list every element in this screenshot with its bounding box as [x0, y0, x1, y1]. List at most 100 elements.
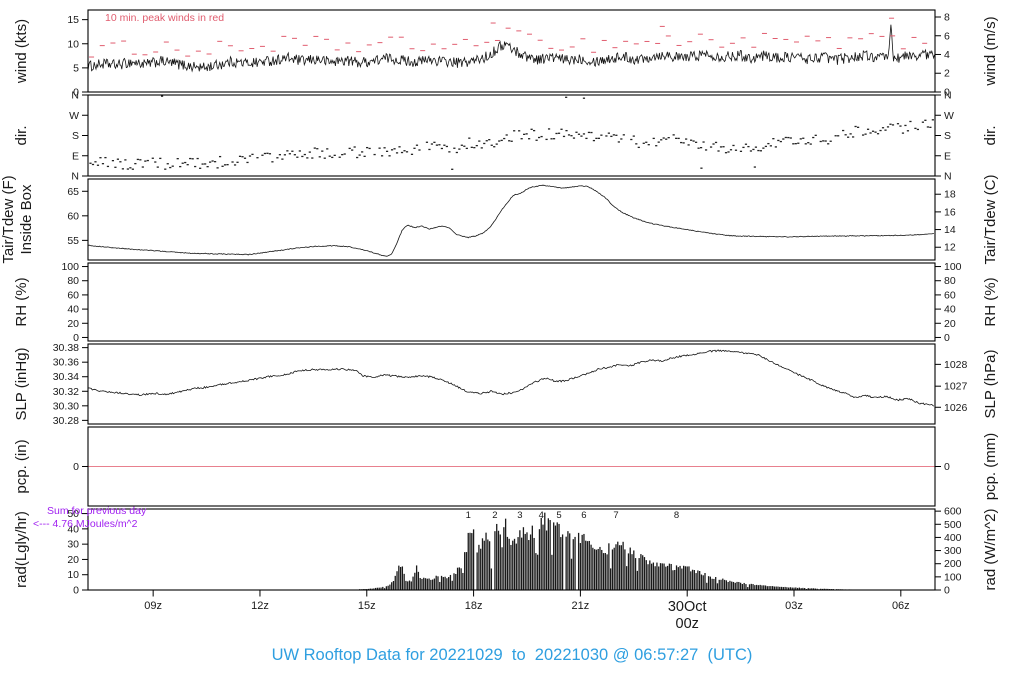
svg-text:1027: 1027	[944, 381, 968, 393]
svg-text:300: 300	[944, 545, 962, 557]
svg-text:3: 3	[517, 510, 522, 521]
svg-text:1: 1	[466, 510, 471, 521]
tair	[87, 184, 934, 257]
axis-title-right-rh: RH (%)	[982, 277, 999, 326]
svg-text:0: 0	[73, 332, 79, 344]
svg-text:200: 200	[944, 558, 962, 570]
svg-text:0: 0	[73, 87, 79, 99]
svg-text:30: 30	[67, 539, 79, 551]
svg-text:30.30: 30.30	[53, 400, 79, 412]
svg-text:4: 4	[539, 510, 544, 521]
axis-title-left-temp: Tair/Tdew (F)	[0, 175, 17, 263]
axis-title-left-wind: wind (kts)	[13, 19, 30, 84]
svg-text:100: 100	[61, 261, 79, 273]
axis-title-left-rh: RH (%)	[13, 277, 30, 326]
svg-text:30.36: 30.36	[53, 357, 79, 369]
svg-text:8: 8	[944, 11, 950, 23]
axis-title-left-pcp: pcp. (in)	[13, 439, 30, 493]
svg-text:30.38: 30.38	[53, 342, 79, 354]
svg-text:W: W	[944, 110, 954, 122]
svg-text:60: 60	[67, 289, 79, 301]
panel-frame-temp	[87, 178, 936, 261]
svg-text:6: 6	[944, 30, 950, 42]
axis-title-left-dir: dir.	[13, 125, 30, 145]
svg-text:14: 14	[944, 224, 956, 236]
svg-text:N: N	[71, 90, 79, 102]
svg-text:0: 0	[944, 461, 950, 473]
svg-text:30.32: 30.32	[53, 386, 79, 398]
axis-title-left-slp: SLP (inHg)	[13, 347, 30, 420]
svg-text:5: 5	[556, 510, 561, 521]
svg-text:100: 100	[944, 261, 962, 273]
svg-text:6: 6	[581, 510, 586, 521]
svg-text:100: 100	[944, 571, 962, 583]
svg-text:50: 50	[67, 508, 79, 520]
axis-title-left-temp: Inside Box	[18, 184, 35, 255]
svg-text:4: 4	[944, 49, 950, 61]
panel-frame-rad	[87, 508, 936, 591]
axis-title-right-wind: wind (m/s)	[982, 16, 999, 86]
axis-title-right-rad: rad (W/m^2)	[982, 508, 999, 590]
svg-text:400: 400	[944, 532, 962, 544]
svg-text:0: 0	[944, 87, 950, 99]
svg-text:10: 10	[67, 38, 79, 50]
svg-text:500: 500	[944, 519, 962, 531]
svg-text:40: 40	[67, 523, 79, 535]
svg-text:5: 5	[73, 62, 79, 74]
svg-text:1026: 1026	[944, 402, 968, 414]
svg-text:21z: 21z	[572, 600, 590, 612]
svg-text:W: W	[69, 110, 79, 122]
svg-text:0: 0	[944, 585, 950, 597]
svg-text:30.28: 30.28	[53, 415, 79, 427]
svg-text:2: 2	[944, 68, 950, 80]
slp	[87, 349, 935, 407]
axis-title-left-rad: rad(Lgly/hr)	[13, 511, 30, 588]
svg-text:E: E	[72, 150, 79, 162]
svg-text:00z: 00z	[676, 616, 699, 632]
svg-text:60: 60	[67, 210, 79, 222]
axis-title-right-pcp: pcp. (mm)	[982, 433, 999, 501]
svg-text:06z: 06z	[892, 600, 910, 612]
svg-text:12z: 12z	[251, 600, 269, 612]
svg-text:40: 40	[944, 304, 956, 316]
svg-text:15: 15	[67, 14, 79, 26]
svg-text:30Oct: 30Oct	[668, 599, 707, 615]
svg-text:16: 16	[944, 206, 956, 218]
svg-text:18: 18	[944, 189, 956, 201]
svg-text:30.34: 30.34	[53, 371, 79, 383]
svg-text:0: 0	[73, 585, 79, 597]
svg-text:03z: 03z	[785, 600, 803, 612]
svg-text:2: 2	[492, 510, 497, 521]
axis-title-right-dir: dir.	[982, 125, 999, 145]
svg-text:N: N	[71, 171, 79, 183]
svg-text:18z: 18z	[465, 600, 483, 612]
svg-text:60: 60	[944, 289, 956, 301]
svg-text:S: S	[72, 130, 79, 142]
svg-text:E: E	[944, 150, 951, 162]
svg-text:7: 7	[613, 510, 618, 521]
svg-text:20: 20	[67, 554, 79, 566]
svg-text:0: 0	[73, 461, 79, 473]
svg-text:0: 0	[944, 332, 950, 344]
panel-frame-slp	[87, 343, 936, 425]
svg-text:N: N	[944, 171, 952, 183]
svg-text:1028: 1028	[944, 359, 968, 371]
svg-text:S: S	[944, 130, 951, 142]
panel-frame-rh	[87, 262, 936, 342]
wind-avg	[87, 24, 935, 73]
axis-title-right-slp: SLP (hPa)	[982, 350, 999, 419]
svg-text:20: 20	[67, 318, 79, 330]
svg-text:600: 600	[944, 506, 962, 518]
svg-text:09z: 09z	[144, 600, 162, 612]
svg-text:80: 80	[67, 275, 79, 287]
panel-frame-dir	[87, 94, 936, 177]
svg-text:55: 55	[67, 235, 79, 247]
svg-text:10: 10	[67, 569, 79, 581]
svg-text:40: 40	[67, 304, 79, 316]
axis-title-right-temp: Tair/Tdew (C)	[982, 174, 999, 264]
svg-text:8: 8	[674, 510, 679, 521]
svg-text:20: 20	[944, 318, 956, 330]
svg-text:65: 65	[67, 186, 79, 198]
